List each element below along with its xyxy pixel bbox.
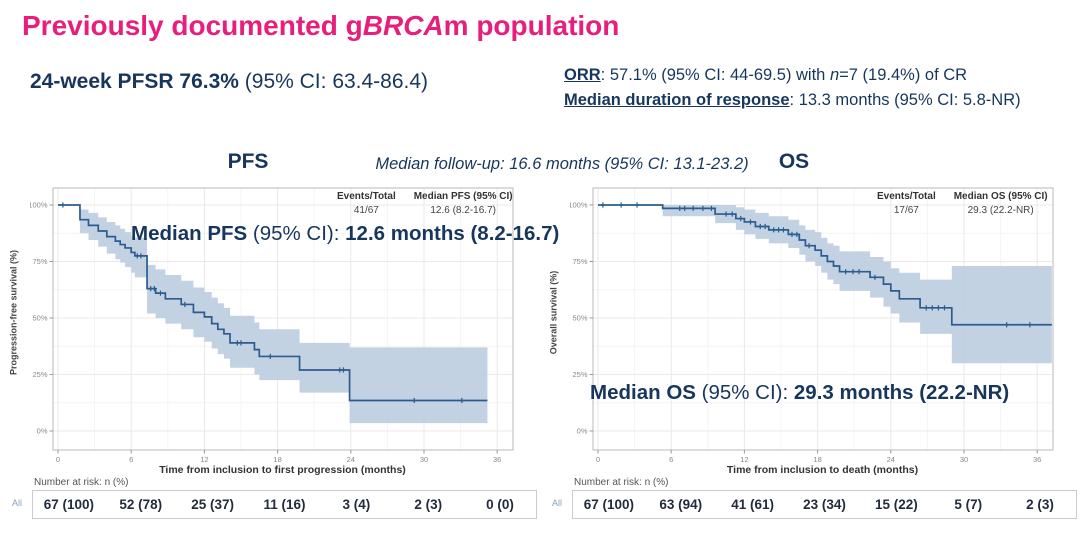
svg-text:6: 6 [669,455,673,464]
legend-median-value: 12.6 (8.2-16.7) [430,205,496,216]
legend-events-value: 17/67 [893,205,919,216]
svg-text:25%: 25% [32,370,47,379]
svg-text:36: 36 [1033,455,1041,464]
annotation-ci-label: (95% CI): [247,222,346,245]
svg-text:24: 24 [887,455,895,464]
pfs-number-at-risk-table: 67 (100) 52 (78) 25 (37) 11 (16) 3 (4) 2… [32,490,537,519]
risk-value: 3 (4) [342,497,371,512]
legend-col-median: Median OS (95% CI) 29.3 (22.2-NR) [954,191,1048,216]
pfsr-ci: (95% CI: 63.4-86.4) [238,70,429,93]
svg-text:30: 30 [960,455,968,464]
svg-text:100%: 100% [30,201,48,210]
legend-col-events: Events/Total 17/67 [877,191,936,216]
svg-text:0%: 0% [37,427,48,436]
os-legend: Events/Total 17/67 Median OS (95% CI) 29… [877,191,1048,216]
pfs-median-annotation: Median PFS (95% CI): 12.6 months (8.2-16… [131,222,559,246]
svg-text:12: 12 [200,455,208,464]
pfsr-statistic: 24-week PFSR 76.3% (95% CI: 63.4-86.4) [30,70,428,94]
page-title: Previously documented gBRCAm population [22,10,619,42]
pfsr-value: 24-week PFSR 76.3% [30,70,239,93]
svg-text:12: 12 [740,455,748,464]
legend-col-median: Median PFS (95% CI) 12.6 (8.2-16.7) [414,191,513,216]
svg-text:0: 0 [56,455,60,464]
legend-events-header: Events/Total [337,191,396,202]
svg-text:36: 36 [493,455,501,464]
os-x-axis-label: Time from inclusion to death (months) [726,464,919,476]
svg-text:24: 24 [347,455,355,464]
pfs-chart-panel: Progression-free survival (%) 0 6 12 18 24 30… [0,178,559,537]
pfs-legend: Events/Total 41/67 Median PFS (95% CI) 1… [337,191,513,216]
risk-value: 15 (22) [874,497,918,512]
risk-value: 0 (0) [486,497,514,512]
pfs-chart-title: PFS [227,150,269,173]
risk-value: 5 (7) [954,497,983,512]
os-kaplan-meier-plot: 0 6 12 18 24 30 36 0% 25% 50% 75% 100% [570,187,1054,464]
risk-value: 11 (16) [263,497,306,512]
legend-col-events: Events/Total 41/67 [337,191,396,216]
os-chart-title: OS [778,150,810,173]
orr-line: ORR: 57.1% (95% CI: 44-69.5) with n=7 (1… [564,63,1021,88]
risk-value: 67 (100) [583,497,635,512]
duration-of-response-line: Median duration of response: 13.3 months… [564,88,1021,113]
risk-value: 41 (61) [731,497,775,512]
svg-text:50%: 50% [32,314,47,323]
risk-value: 2 (3) [414,497,443,512]
pfs-risk-row-label: All [12,498,23,508]
annotation-value: 29.3 months (22.2-NR) [793,381,1010,404]
os-number-at-risk-header: Number at risk: n (%) [574,477,669,488]
svg-text:50%: 50% [572,314,587,323]
os-chart-panel: Overall survival (%) 0 6 12 18 24 30 36 0% 25% 50… [540,178,1080,537]
response-stats-block: ORR: 57.1% (95% CI: 44-69.5) with n=7 (1… [564,63,1021,113]
title-text-pre: Previously documented g [22,10,363,41]
orr-label: ORR [564,66,601,84]
svg-text:0%: 0% [577,427,588,436]
os-y-axis-label: Overall survival (%) [548,270,559,355]
os-risk-row-label: All [552,498,563,508]
orr-n-symbol: n [829,66,840,84]
svg-text:30: 30 [420,455,428,464]
orr-value: : 57.1% (95% CI: 44-69.5) with [600,66,830,84]
title-text-italic: BRCA [362,10,444,41]
risk-value: 63 (94) [659,497,703,512]
risk-value: 25 (37) [191,497,235,512]
annotation-label: Median OS [590,381,696,404]
risk-value: 67 (100) [43,497,95,512]
dor-label: Median duration of response [564,91,790,109]
risk-value: 23 (34) [803,497,846,512]
annotation-label: Median PFS [131,222,248,245]
pfs-kaplan-meier-plot: 0 6 12 18 24 30 36 0% 25% 50% 75% 100% [30,187,514,464]
svg-text:6: 6 [129,455,133,464]
svg-text:75%: 75% [572,257,587,266]
pfs-x-axis-label: Time from inclusion to first progression… [159,464,406,476]
svg-text:75%: 75% [32,257,47,266]
annotation-value: 12.6 months (8.2-16.7) [345,222,560,245]
median-followup-note: Median follow-up: 16.6 months (95% CI: 1… [375,155,749,173]
legend-events-value: 41/67 [353,205,379,216]
pfs-y-axis-label: Progression-free survival (%) [8,249,19,376]
title-text-post: m population [443,10,620,41]
svg-text:25%: 25% [572,370,587,379]
legend-events-header: Events/Total [877,191,936,202]
legend-median-value: 29.3 (22.2-NR) [967,205,1034,216]
annotation-ci-label: (95% CI): [695,381,794,404]
os-number-at-risk-table: 67 (100) 63 (94) 41 (61) 23 (34) 15 (22)… [572,490,1077,519]
pfs-number-at-risk-header: Number at risk: n (%) [34,477,129,488]
legend-median-header: Median PFS (95% CI) [413,191,513,202]
os-median-annotation: Median OS (95% CI): 29.3 months (22.2-NR… [590,381,1009,405]
svg-text:18: 18 [273,455,281,464]
orr-cr: =7 (19.4%) of CR [839,66,968,84]
dor-value: : 13.3 months (95% CI: 5.8-NR) [789,91,1021,109]
risk-value: 52 (78) [119,497,163,512]
svg-text:0: 0 [596,455,600,464]
risk-value: 2 (3) [1026,497,1054,512]
legend-median-header: Median OS (95% CI) [953,191,1048,202]
svg-text:100%: 100% [570,201,588,210]
svg-text:18: 18 [813,455,821,464]
